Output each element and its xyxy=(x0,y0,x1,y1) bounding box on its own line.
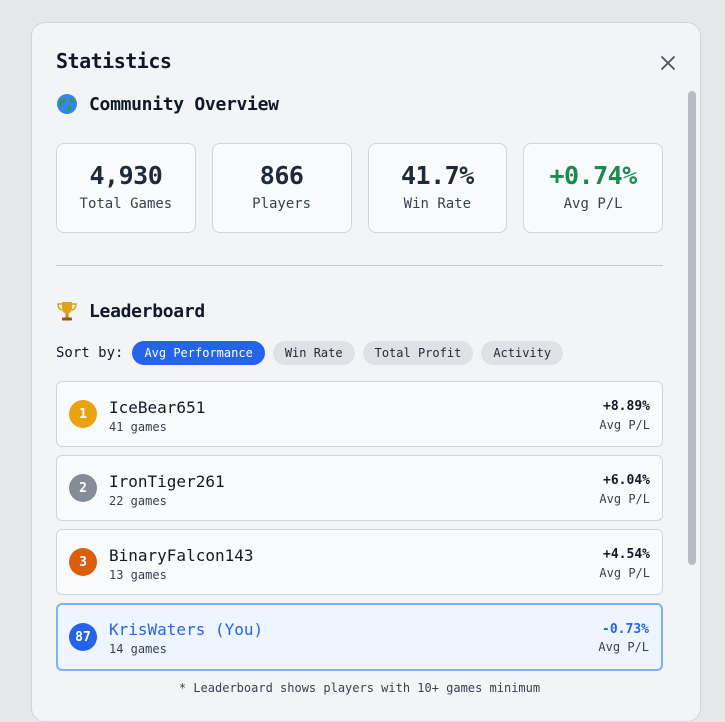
pl-value: +8.89% xyxy=(603,399,650,414)
stat-value: 41.7% xyxy=(400,161,474,190)
trophy-icon xyxy=(56,300,78,322)
leaderboard-row[interactable]: 2 IronTiger261 22 games +6.04% Avg P/L xyxy=(56,455,663,521)
stat-card-win-rate: 41.7% Win Rate xyxy=(367,143,508,233)
close-icon[interactable] xyxy=(656,51,680,75)
sort-chip-activity[interactable]: Activity xyxy=(481,341,564,365)
pl-value: +4.54% xyxy=(603,547,650,562)
sort-controls: Sort by: Avg Performance Win Rate Total … xyxy=(56,341,663,365)
leaderboard-row[interactable]: 3 BinaryFalcon143 13 games +4.54% Avg P/… xyxy=(56,529,663,595)
section-divider xyxy=(56,265,663,266)
sort-chip-avg-performance[interactable]: Avg Performance xyxy=(132,341,265,365)
stat-label: Win Rate xyxy=(403,196,472,212)
leaderboard-footnote: * Leaderboard shows players with 10+ gam… xyxy=(178,681,541,695)
player-games: 13 games xyxy=(109,568,167,582)
modal-content: Community Overview 4,930 Total Games 866… xyxy=(56,93,663,695)
rank-badge: 3 xyxy=(69,548,97,576)
leaderboard-title: Leaderboard xyxy=(89,300,205,322)
stat-value: 4,930 xyxy=(89,161,163,190)
player-games: 14 games xyxy=(109,642,167,656)
rank-badge: 1 xyxy=(69,400,97,428)
pl-label: Avg P/L xyxy=(598,640,649,654)
stat-card-avg-pl: +0.74% Avg P/L xyxy=(523,143,663,233)
overview-stats: 4,930 Total Games 866 Players 41.7% Win … xyxy=(56,143,663,233)
player-name: BinaryFalcon143 xyxy=(109,546,254,565)
leaderboard-row-current-user[interactable]: 87 KrisWaters (You) 14 games -0.73% Avg … xyxy=(56,603,663,671)
overview-title: Community Overview xyxy=(89,93,279,115)
sort-label: Sort by: xyxy=(56,345,124,361)
rank-badge: 87 xyxy=(69,623,97,651)
pl-label: Avg P/L xyxy=(599,492,650,506)
overview-heading: Community Overview xyxy=(56,93,663,115)
stat-value: 866 xyxy=(259,161,304,190)
stat-label: Players xyxy=(252,196,312,212)
pl-value: -0.73% xyxy=(602,622,649,637)
player-games: 41 games xyxy=(109,420,167,434)
close-button[interactable] xyxy=(656,51,680,75)
player-name: IronTiger261 xyxy=(109,472,225,491)
sort-chip-win-rate[interactable]: Win Rate xyxy=(272,341,355,365)
statistics-modal: Statistics Community Overview 4,930 Tota xyxy=(31,22,701,722)
rank-badge: 2 xyxy=(69,474,97,502)
modal-title: Statistics xyxy=(56,49,172,73)
stat-label: Avg P/L xyxy=(563,196,623,212)
sort-chip-total-profit[interactable]: Total Profit xyxy=(362,341,474,365)
player-games: 22 games xyxy=(109,494,167,508)
stat-value: +0.74% xyxy=(549,161,637,190)
stat-card-players: 866 Players xyxy=(211,143,352,233)
player-name: IceBear651 xyxy=(109,398,206,417)
leaderboard-list: 1 IceBear651 41 games +8.89% Avg P/L 2 I… xyxy=(56,381,663,671)
leaderboard-heading: Leaderboard xyxy=(56,300,663,322)
scrollbar[interactable] xyxy=(687,91,697,721)
pl-value: +6.04% xyxy=(603,473,650,488)
stat-label: Total Games xyxy=(79,196,173,212)
globe-icon xyxy=(56,93,78,115)
player-name: KrisWaters (You) xyxy=(109,620,264,639)
scrollbar-thumb[interactable] xyxy=(688,91,696,565)
leaderboard-row[interactable]: 1 IceBear651 41 games +8.89% Avg P/L xyxy=(56,381,663,447)
stat-card-total-games: 4,930 Total Games xyxy=(56,143,196,233)
pl-label: Avg P/L xyxy=(599,418,650,432)
pl-label: Avg P/L xyxy=(599,566,650,580)
